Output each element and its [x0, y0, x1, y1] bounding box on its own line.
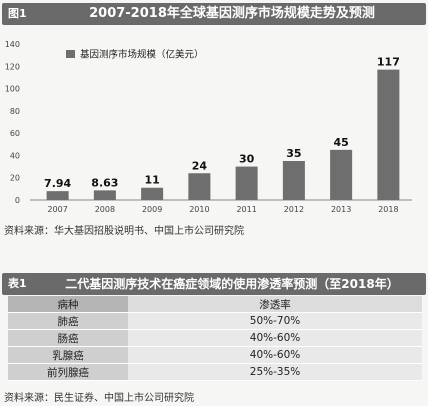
figure-label: 图1: [8, 7, 27, 20]
x-tick-label: 2012: [284, 205, 304, 214]
bar: [235, 166, 258, 200]
bar: [141, 187, 164, 200]
y-tick-label: 60: [10, 129, 20, 138]
bar-value-label: 11: [144, 174, 159, 187]
bar-value-label: 7.94: [44, 177, 71, 190]
y-tick-label: 100: [5, 85, 20, 94]
bar-value-label: 24: [192, 159, 208, 172]
bar: [188, 173, 211, 200]
header-penetration: 渗透率: [128, 296, 422, 313]
penetration-cell: 25%-35%: [128, 363, 422, 381]
table-row: 乳腺癌 40%-60%: [8, 346, 422, 364]
chart-title: 2007-2018年全球基因测序市场规模走势及预测: [89, 6, 375, 21]
table-title: 二代基因测序技术在癌症领域的使用渗透率预测（至2018年）: [65, 277, 399, 291]
bar: [46, 191, 69, 200]
table-row: 肺癌 50%-70%: [8, 312, 422, 330]
y-tick-label: 20: [10, 174, 20, 183]
header-disease: 病种: [8, 296, 128, 313]
bar-value-label: 45: [333, 136, 348, 149]
x-tick-label: 2013: [331, 205, 351, 214]
disease-cell: 肠癌: [8, 329, 128, 347]
bar-value-label: 8.63: [91, 176, 118, 189]
table-label: 表1: [8, 277, 27, 290]
table-title-banner: 表1 二代基因测序技术在癌症领域的使用渗透率预测（至2018年）: [2, 273, 426, 295]
legend-label: 基因测序市场规模（亿美元）: [80, 49, 204, 61]
x-tick-label: 2018: [378, 205, 398, 214]
penetration-cell: 40%-60%: [128, 329, 422, 347]
disease-cell: 乳腺癌: [8, 346, 128, 364]
bar: [330, 149, 353, 200]
y-tick-label: 80: [10, 107, 20, 116]
x-tick-label: 2007: [47, 205, 67, 214]
bar: [282, 161, 305, 200]
x-tick-label: 2008: [95, 205, 115, 214]
disease-cell: 前列腺癌: [8, 363, 128, 381]
bar-value-label: 30: [239, 153, 255, 166]
penetration-cell: 40%-60%: [128, 346, 422, 364]
y-tick-label: 40: [10, 151, 20, 160]
x-tick-label: 2009: [142, 205, 162, 214]
chart-source-note: 资料来源：华大基因招股说明书、中国上市公司研究院: [4, 226, 244, 237]
x-tick-label: 2010: [189, 205, 209, 214]
table-row: 肠癌 40%-60%: [8, 329, 422, 347]
chart-title-banner: 图1 2007-2018年全球基因测序市场规模走势及预测: [2, 3, 426, 25]
y-tick-label: 140: [5, 40, 20, 49]
table-source-note: 资料来源：民生证券、中国上市公司研究院: [4, 393, 194, 404]
table-header-row: 病种 渗透率: [8, 296, 422, 313]
x-tick-label: 2011: [236, 205, 256, 214]
disease-cell: 肺癌: [8, 312, 128, 330]
bar-chart: 0 20 40 60 80 100 120 140 7.94 2007 8.63 2008 11 2009…: [5, 40, 412, 214]
y-tick-label: 0: [15, 196, 20, 205]
bar: [93, 190, 116, 200]
bar-value-label: 117: [377, 56, 400, 69]
bar: [377, 69, 400, 200]
table-row: 前列腺癌 25%-35%: [8, 363, 422, 381]
penetration-table: 病种 渗透率 肺癌 50%-70% 肠癌 40%-60% 乳腺癌 40%-60%…: [8, 296, 422, 381]
penetration-cell: 50%-70%: [128, 312, 422, 330]
bar-value-label: 35: [286, 147, 301, 160]
y-tick-label: 120: [5, 62, 20, 71]
legend-swatch: [66, 50, 75, 58]
